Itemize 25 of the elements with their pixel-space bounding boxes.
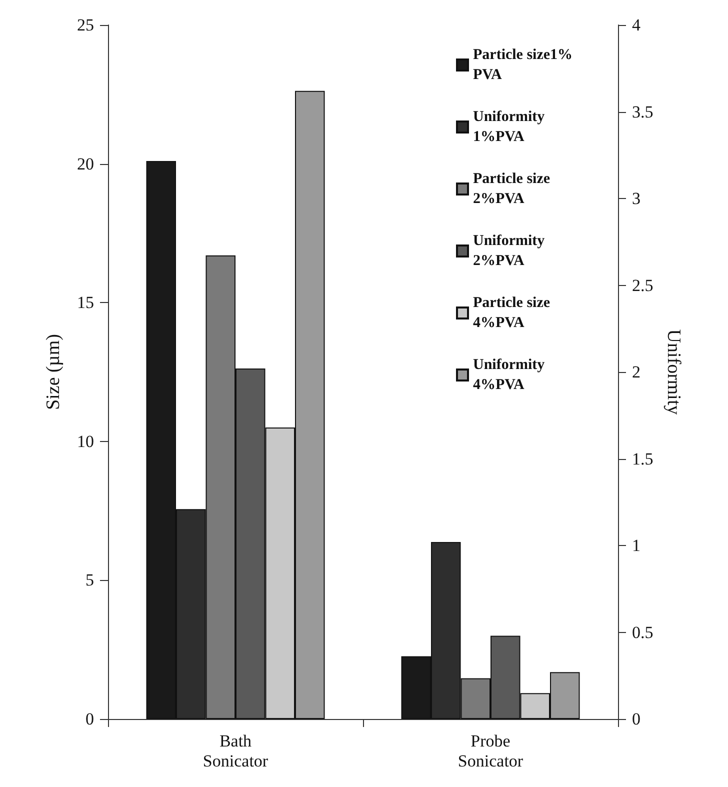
y2-tick-label: 1.5	[632, 449, 654, 468]
y2-tick-label: 2.5	[632, 276, 654, 295]
y-tick-label: 15	[77, 293, 94, 312]
y2-tick-label: 3.5	[632, 102, 654, 122]
y2-tick-label: 0	[632, 710, 640, 728]
y-tick-label: 0	[86, 710, 94, 728]
x-tick-label: Probe Sonicator	[458, 732, 524, 770]
y2-tick-label: 2	[632, 362, 640, 382]
legend-label: Particle size 4%PVA	[473, 295, 554, 331]
y2-tick-label: 0.5	[632, 622, 654, 642]
legend-label: Uniformity 1%PVA	[473, 109, 548, 145]
y-axis-title: Size (µm)	[43, 334, 64, 410]
x-tick-label: Bath Sonicator	[202, 732, 268, 770]
y-tick-label: 10	[77, 432, 94, 451]
y-tick-label: 25	[77, 16, 94, 34]
legend-label: Particle size1% PVA	[473, 47, 576, 83]
legend-label: Uniformity 4%PVA	[473, 357, 548, 393]
legend-label: Particle size 2%PVA	[473, 171, 554, 207]
y2-tick-label: 3	[632, 189, 640, 208]
y-tick-label: 20	[77, 154, 94, 174]
y2-tick-label: 1	[632, 536, 640, 555]
y-tick-label: 5	[86, 570, 94, 590]
y2-tick-label: 4	[632, 16, 641, 34]
legend-label: Uniformity 2%PVA	[473, 233, 548, 269]
y2-axis-title: Uniformity	[663, 329, 684, 416]
